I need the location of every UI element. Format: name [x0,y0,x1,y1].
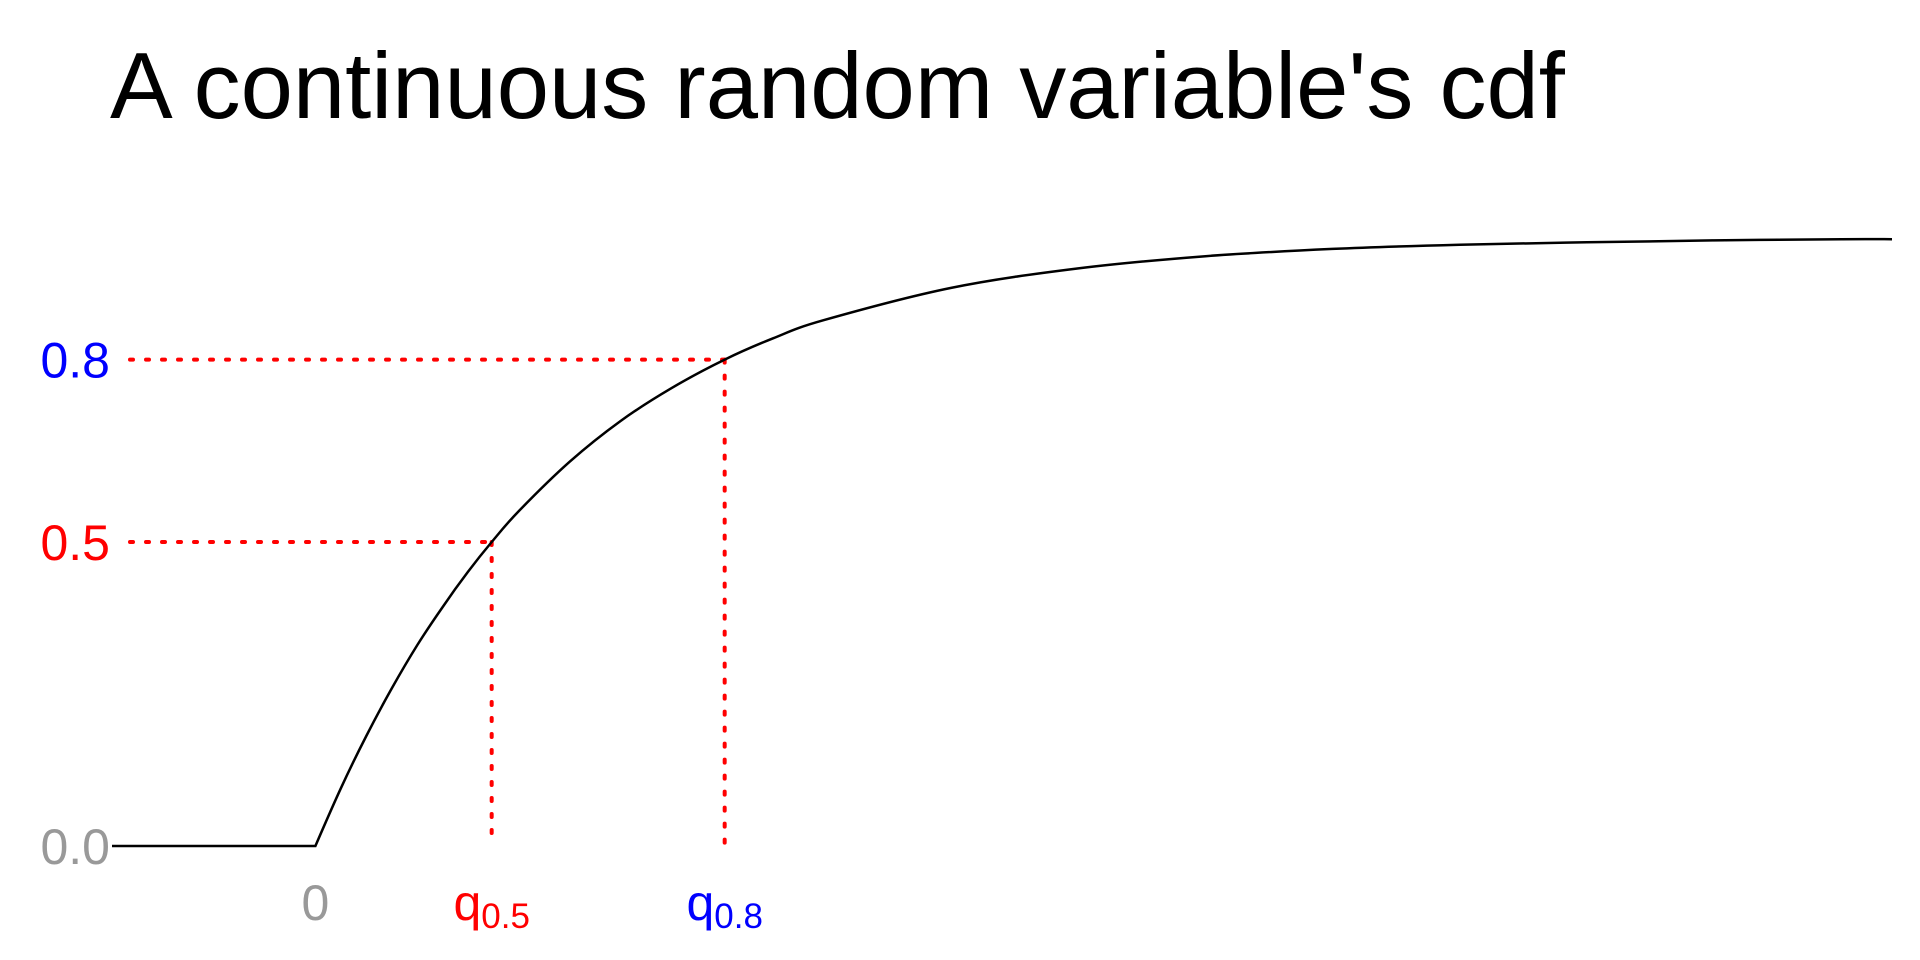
x-tick-label-2: q0.8 [686,875,762,936]
x-tick-label-0: 0 [302,875,330,931]
cdf-curve [112,237,1893,848]
guide-lines [128,357,727,848]
y-tick-label-2: 0.8 [40,333,110,389]
y-tick-label-1: 0.5 [40,515,110,571]
chart-title: A continuous random variable's cdf [110,33,1566,138]
x-tick-label-1: q0.5 [453,875,529,936]
cdf-curve-group [112,237,1893,848]
y-tick-label-0: 0.0 [40,819,110,875]
x-tick-labels: 0 q0.5 q0.8 [302,875,763,936]
y-tick-labels: 0.0 0.5 0.8 [40,333,110,875]
